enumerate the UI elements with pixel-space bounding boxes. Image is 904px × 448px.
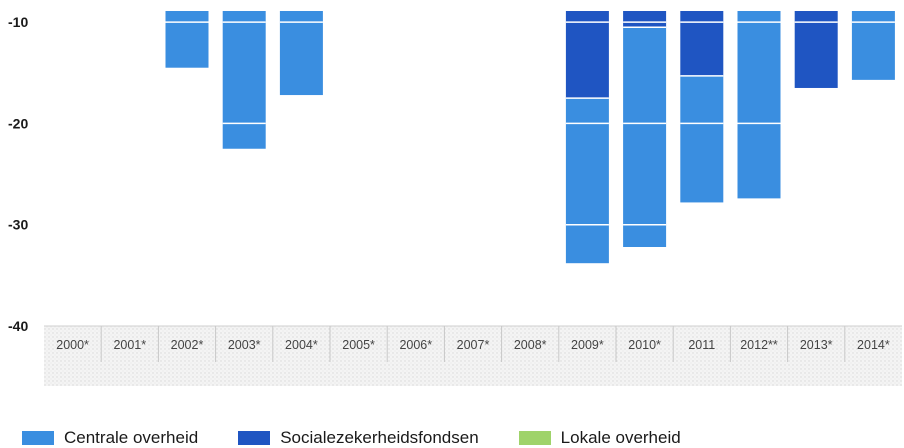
legend-swatch-socialezekerheid — [238, 431, 271, 445]
bar-segment — [565, 224, 609, 264]
legend-label-lokale: Lokale overheid — [560, 428, 681, 447]
x-category-label: 2008* — [514, 338, 547, 352]
x-category-label: 2007* — [457, 338, 490, 352]
x-category-label: 2000* — [56, 338, 89, 352]
y-tick-label: -10 — [8, 14, 28, 30]
x-category-label: 2011 — [688, 338, 715, 352]
bar-segment — [222, 123, 266, 149]
x-category-label: 2006* — [399, 338, 432, 352]
bar-cap — [737, 11, 781, 23]
bar-segment — [680, 123, 724, 203]
legend-swatch-lokale — [518, 431, 551, 445]
bar-segment — [623, 123, 667, 225]
legend: Centrale overheid Socialezekerheidsfonds… — [22, 428, 721, 448]
bar-segment — [623, 22, 667, 28]
x-category-label: 2004* — [285, 338, 318, 352]
bar-segment — [565, 22, 609, 99]
bar-segment — [165, 22, 209, 68]
bar-segment — [623, 27, 667, 124]
legend-swatch-centrale — [22, 431, 54, 445]
bar-segment — [623, 224, 667, 247]
x-category-label: 2003* — [228, 338, 261, 352]
x-category-label: 2005* — [342, 338, 375, 352]
x-category-label: 2012** — [740, 338, 778, 352]
y-tick-label: -20 — [8, 115, 28, 131]
bar-cap — [623, 11, 667, 23]
legend-label-centrale: Centrale overheid — [64, 428, 199, 447]
y-tick-label: -30 — [8, 217, 28, 233]
bar-cap — [680, 11, 724, 23]
bar-segment — [737, 22, 781, 124]
legend-item-centrale-overheid: Centrale overheid — [22, 428, 198, 448]
bar-segment — [794, 22, 838, 88]
bar-segment — [851, 22, 895, 80]
bar-segment — [565, 123, 609, 225]
bar-segment — [680, 22, 724, 76]
x-category-label: 2014* — [857, 338, 890, 352]
bar-cap — [794, 11, 838, 23]
legend-item-lokale-overheid: Lokale overheid — [518, 428, 681, 448]
bar-segment — [680, 75, 724, 124]
bar-cap — [565, 11, 609, 23]
bar-segment — [222, 22, 266, 124]
x-category-label: 2002* — [171, 338, 204, 352]
category-band — [44, 326, 902, 386]
bar-cap — [279, 11, 323, 23]
bar-segment — [279, 22, 323, 96]
x-category-label: 2001* — [113, 338, 146, 352]
x-category-label: 2009* — [571, 338, 604, 352]
legend-label-socialezekerheid: Socialezekerheidsfondsen — [280, 428, 479, 447]
x-category-label: 2010* — [628, 338, 661, 352]
bar-segment — [565, 98, 609, 124]
x-category-label: 2013* — [800, 338, 833, 352]
bar-cap — [165, 11, 209, 23]
legend-item-socialezekerheidsfondsen: Socialezekerheidsfondsen — [238, 428, 479, 448]
bar-cap — [222, 11, 266, 23]
bar-segment — [737, 123, 781, 199]
y-tick-label: -40 — [8, 318, 28, 334]
bar-cap — [851, 11, 895, 23]
